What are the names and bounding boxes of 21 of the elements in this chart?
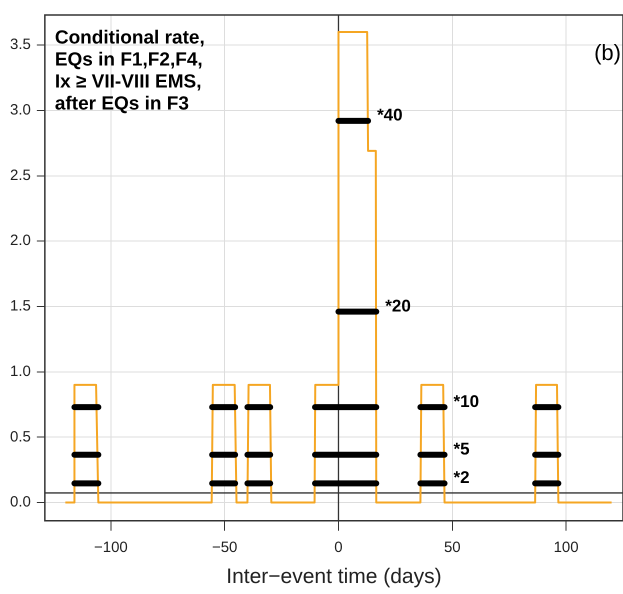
y-tick-label: 2.5 xyxy=(10,166,31,184)
y-tick-label: 3.5 xyxy=(10,36,31,54)
annotation: *2 xyxy=(454,468,470,488)
y-tick-label: 0.5 xyxy=(10,428,31,446)
y-tick-label: 1.0 xyxy=(10,362,31,380)
x-axis-title: Inter−event time (days) xyxy=(226,565,442,588)
annotation: *40 xyxy=(377,106,403,125)
x-tick-label: −50 xyxy=(212,538,238,556)
x-tick-label: 0 xyxy=(334,538,343,556)
annotation: *5 xyxy=(454,439,470,458)
y-tick-label: 3.0 xyxy=(10,102,31,119)
text: Conditional rate, EQs in F1,F2,F4, Ix ≥ VII-VIII EMS, after EQs in F3 xyxy=(54,28,205,115)
x-tick-label: 100 xyxy=(554,538,579,556)
annotation: *20 xyxy=(385,296,411,316)
y-tick-label: 1.5 xyxy=(10,298,31,315)
y-tick-label: 2.0 xyxy=(10,232,31,250)
x-tick-label: 50 xyxy=(444,538,461,556)
x-tick-label: −100 xyxy=(94,538,128,556)
annotation: *10 xyxy=(454,392,480,411)
annotation: (b) xyxy=(594,40,621,66)
y-tick-label: 0.0 xyxy=(10,494,31,511)
